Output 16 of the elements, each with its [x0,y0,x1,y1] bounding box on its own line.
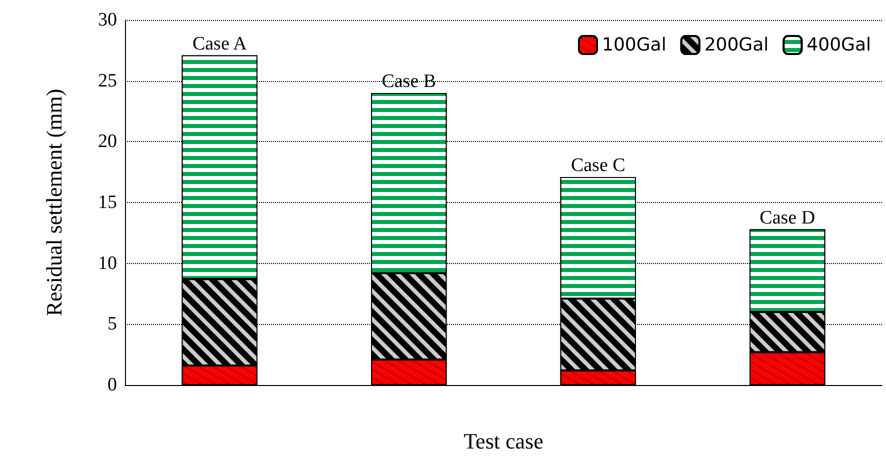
annotation: Case D [760,207,816,228]
annotation: Case C [570,154,626,176]
y-tick-label: 0 [108,374,117,396]
y-tick-label: 25 [98,70,117,92]
y-tick-label: 10 [98,252,117,274]
legend-label: 100Gal [602,34,666,56]
y-tick-label: 20 [98,131,117,152]
y-tick-label: 30 [98,10,117,30]
y-tick-label: 5 [108,314,117,335]
y-tick-label: 15 [98,192,117,213]
x-axis-title: Test case [464,428,544,454]
annotation: Case A [192,33,248,54]
annotation: Case B [382,71,436,92]
y-axis-title: Residual settlement (mm) [42,88,66,316]
legend-label: 200Gal [704,34,769,56]
legend-label: 400Gal [806,34,872,56]
